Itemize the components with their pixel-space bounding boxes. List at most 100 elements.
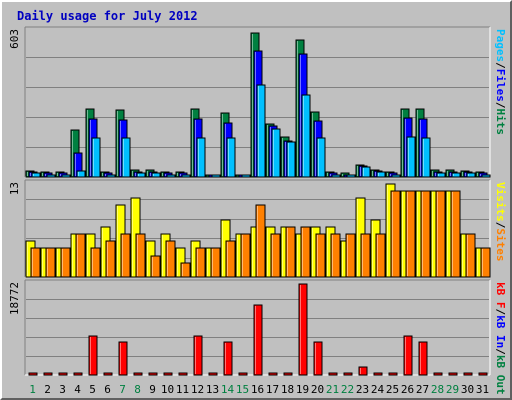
bar-kb-f — [178, 372, 188, 376]
bar-kb-f — [343, 372, 353, 376]
y-max-label: 18772 — [8, 282, 21, 315]
bar-pages — [76, 170, 86, 178]
bar-sites — [240, 233, 251, 278]
legend-entry: Pages — [494, 29, 507, 62]
bar-sites — [60, 247, 71, 278]
bar-pages — [241, 174, 251, 178]
x-tick-label: 19 — [296, 383, 309, 396]
bar-kb-f — [238, 372, 248, 376]
bar-kb-f — [73, 372, 83, 376]
legend-entry: Hits — [494, 109, 507, 136]
x-tick-label: 25 — [386, 383, 399, 396]
x-tick-label: 5 — [89, 383, 96, 396]
bar-pages — [361, 166, 371, 178]
legend-entry: kB F — [494, 282, 507, 309]
bar-kb-f — [328, 372, 338, 376]
x-tick-label: 27 — [416, 383, 429, 396]
x-tick-label: 12 — [191, 383, 204, 396]
bar-kb-f — [403, 335, 413, 376]
bar-pages — [421, 137, 431, 178]
bar-pages — [436, 172, 446, 178]
bar-sites — [345, 233, 356, 278]
bar-pages — [31, 172, 41, 178]
bar-pages — [136, 172, 146, 178]
x-tick-label: 31 — [476, 383, 489, 396]
bar-sites — [390, 190, 401, 278]
bar-kb-f — [313, 341, 323, 376]
bar-pages — [211, 174, 221, 178]
bar-kb-f — [433, 372, 443, 376]
y-max-label: 603 — [8, 29, 21, 49]
x-tick-label: 15 — [236, 383, 249, 396]
legend-entry: / — [494, 222, 507, 229]
x-tick-label: 14 — [221, 383, 235, 396]
bar-kb-f — [133, 372, 143, 376]
bar-pages — [376, 171, 386, 178]
x-tick-label: 29 — [446, 383, 459, 396]
bar-kb-f — [118, 341, 128, 376]
bar-sites — [75, 233, 86, 278]
x-tick-label: 6 — [104, 383, 111, 396]
bar-pages — [61, 174, 71, 178]
x-tick-label: 9 — [149, 383, 156, 396]
bar-kb-f — [268, 372, 278, 376]
bar-sites — [270, 233, 281, 278]
bar-kb-f — [388, 372, 398, 376]
bar-pages — [196, 137, 206, 178]
bar-sites — [135, 233, 146, 278]
legend-entry: / — [494, 309, 507, 316]
x-tick-label: 23 — [356, 383, 369, 396]
y-max-label: 13 — [8, 182, 21, 195]
bar-sites — [45, 247, 56, 278]
bar-sites — [300, 226, 311, 278]
bar-kb-f — [448, 372, 458, 376]
bar-sites — [30, 247, 41, 278]
bar-kb-f — [283, 372, 293, 376]
bar-kb-f — [148, 372, 158, 376]
bar-sites — [285, 226, 296, 278]
bar-kb-f — [193, 335, 203, 376]
bar-sites — [150, 255, 161, 278]
bar-kb-f — [253, 304, 263, 376]
legend-entry: kB Out — [494, 355, 507, 395]
x-tick-label: 11 — [176, 383, 189, 396]
bar-pages — [106, 174, 116, 178]
bar-sites — [255, 204, 266, 278]
bar-sites — [120, 233, 131, 278]
x-tick-label: 17 — [266, 383, 279, 396]
bar-kb-f — [28, 372, 38, 376]
bar-pages — [301, 94, 311, 178]
bar-sites — [450, 190, 461, 278]
bar-sites — [165, 240, 176, 278]
bar-sites — [405, 190, 416, 278]
bar-pages — [166, 174, 176, 178]
bar-kb-f — [418, 341, 428, 376]
bar-pages — [316, 137, 326, 178]
bar-sites — [210, 247, 221, 278]
panel-requests: 603 Pages/Files/Hits — [8, 26, 507, 178]
x-tick-label: 1 — [29, 383, 36, 396]
bar-pages — [46, 174, 56, 178]
bar-pages — [346, 174, 356, 178]
bar-pages — [406, 136, 416, 178]
x-tick-label: 4 — [74, 383, 81, 396]
x-tick-label: 16 — [251, 383, 264, 396]
bar-sites — [465, 233, 476, 278]
bar-kb-f — [103, 372, 113, 376]
x-tick-label: 13 — [206, 383, 219, 396]
bar-pages — [481, 174, 491, 178]
series-legend: kB F/kB In/kB Out — [494, 282, 507, 395]
chart-title: Daily usage for July 2012 — [17, 9, 198, 23]
bar-pages — [151, 172, 161, 178]
bar-sites — [225, 240, 236, 278]
x-tick-label: 21 — [326, 383, 339, 396]
x-tick-label: 20 — [311, 383, 324, 396]
bar-pages — [286, 141, 296, 178]
x-tick-label: 10 — [161, 383, 174, 396]
x-tick-label: 2 — [44, 383, 51, 396]
bar-pages — [331, 174, 341, 178]
bar-pages — [466, 172, 476, 178]
bar-sites — [180, 262, 191, 278]
x-tick-label: 26 — [401, 383, 414, 396]
